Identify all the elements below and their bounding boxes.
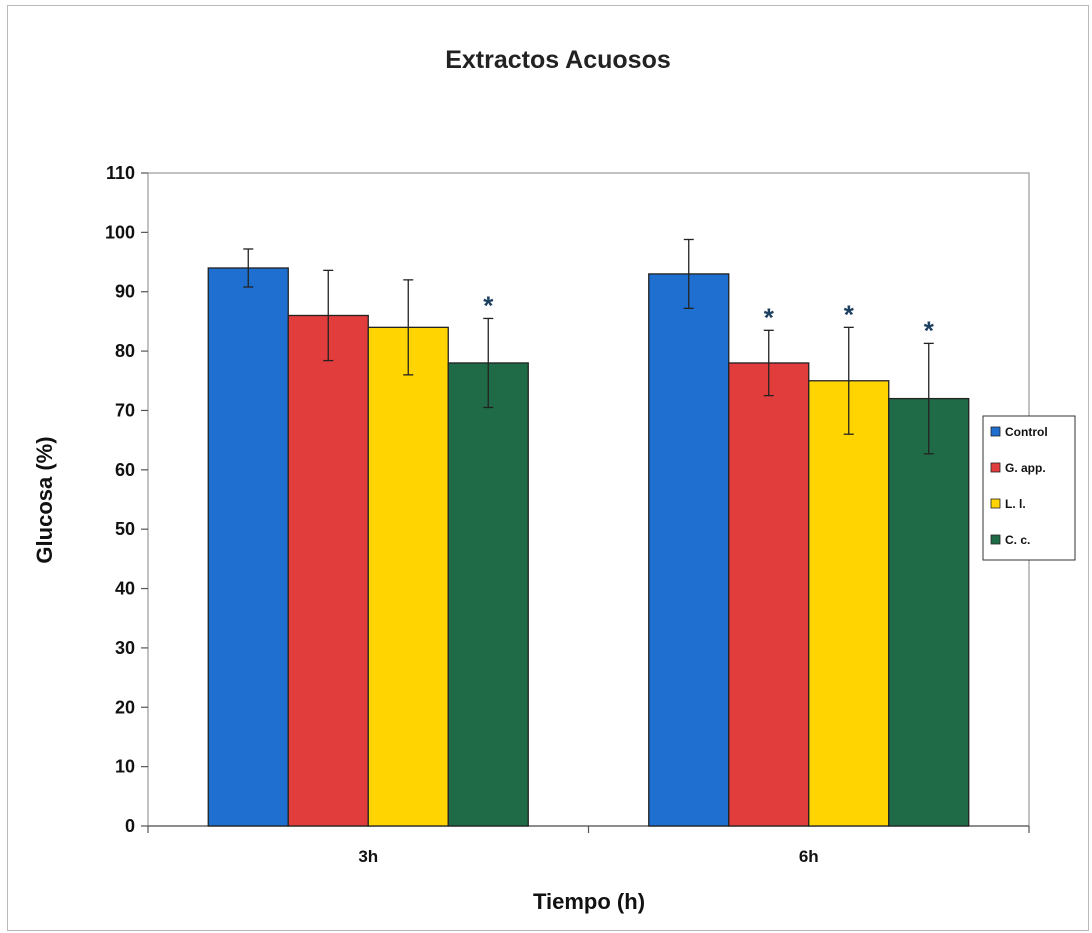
x-axis-label: Tiempo (h): [533, 889, 645, 914]
significance-marker: *: [764, 302, 775, 332]
plot-area: 0 10 20 30 40 50 60 70 80 90 100 110 3h * 6h * * *: [105, 163, 1030, 866]
significance-marker: *: [844, 299, 855, 329]
bar: [728, 362, 810, 827]
significance-marker: *: [924, 315, 935, 345]
y-tick-label: 110: [106, 163, 135, 183]
legend-swatch: [990, 462, 1001, 473]
bar: [888, 397, 970, 827]
y-tick-label: 0: [125, 816, 135, 836]
y-tick-label: 30: [115, 638, 135, 658]
legend: Control G. app. L. l. C. c.: [982, 415, 1076, 561]
significance-marker: *: [483, 290, 494, 320]
y-tick-label: 10: [115, 757, 135, 777]
y-tick-label: 80: [115, 341, 135, 361]
y-axis-label: Glucosa (%): [32, 436, 57, 563]
legend-swatch: [990, 534, 1001, 545]
bar: [287, 314, 369, 827]
y-tick-label: 90: [115, 282, 135, 302]
legend-swatch: [990, 426, 1001, 437]
chart-title: Extractos Acuosos: [445, 46, 671, 74]
legend-entry: C. c.: [1005, 533, 1030, 547]
legend-entry: Control: [1005, 425, 1048, 439]
bar: [367, 326, 449, 827]
x-tick-label: 3h: [358, 847, 378, 866]
y-tick-label: 60: [115, 460, 135, 480]
y-tick-label: 70: [115, 400, 135, 420]
y-tick-label: 100: [105, 222, 135, 242]
y-tick-label: 40: [115, 579, 135, 599]
bar: [207, 267, 289, 827]
legend-entry: L. l.: [1005, 497, 1026, 511]
legend-swatch: [990, 498, 1001, 509]
bar: [447, 362, 529, 827]
x-tick-label: 6h: [799, 847, 819, 866]
bar: [648, 273, 730, 827]
legend-entry: G. app.: [1005, 461, 1046, 475]
y-tick-label: 50: [115, 519, 135, 539]
y-tick-label: 20: [115, 697, 135, 717]
bar: [808, 380, 890, 827]
